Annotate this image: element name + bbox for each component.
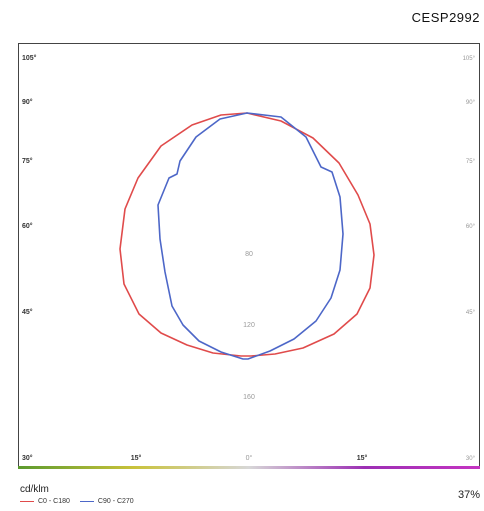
legend-item-c90-c270: C90 - C270: [80, 498, 134, 505]
angle-label-left: 90°: [22, 98, 33, 106]
ring-label: 80: [245, 251, 253, 258]
angle-label-bottom: 15°: [131, 454, 142, 462]
legend-label-c90-c270: C90 - C270: [98, 498, 134, 505]
angle-label-right: 75°: [466, 159, 476, 165]
angle-label-left: 45°: [22, 308, 33, 316]
angle-label-right: 30°: [466, 456, 476, 462]
angle-label-left: 105°: [22, 54, 37, 62]
angle-label-left: 75°: [22, 157, 33, 165]
polar-chart: 105° 90° 75° 60° 45° 30° 105° 90° 75° 60° 45° 30° 15…: [18, 43, 480, 467]
series-c0-c180-curve: [120, 113, 374, 356]
angle-label-bottom: 0°: [246, 454, 253, 462]
legend-label-c0-c180: C0 - C180: [38, 498, 70, 505]
angle-label-right: 90°: [466, 100, 476, 106]
efficiency-value: 37%: [458, 489, 480, 501]
angle-label-bottom: 15°: [357, 454, 368, 462]
legend: C0 - C180 C90 - C270: [20, 498, 134, 505]
angle-label-left: 30°: [22, 454, 33, 462]
product-code: CESP2992: [412, 10, 480, 25]
angle-label-left: 60°: [22, 222, 33, 230]
legend-item-c0-c180: C0 - C180: [20, 498, 70, 505]
angle-label-right: 105°: [463, 56, 476, 62]
unit-label: cd/klm: [20, 484, 49, 495]
chart-canvas: 105° 90° 75° 60° 45° 30° 105° 90° 75° 60° 45° 30° 15…: [19, 44, 481, 468]
color-scale-bar: [18, 466, 480, 469]
legend-swatch-c0-c180: [20, 501, 34, 502]
ring-label: 160: [243, 394, 255, 401]
angle-label-right: 45°: [466, 310, 476, 316]
legend-swatch-c90-c270: [80, 501, 94, 502]
ring-label: 120: [243, 322, 255, 329]
angle-label-right: 60°: [466, 224, 476, 230]
